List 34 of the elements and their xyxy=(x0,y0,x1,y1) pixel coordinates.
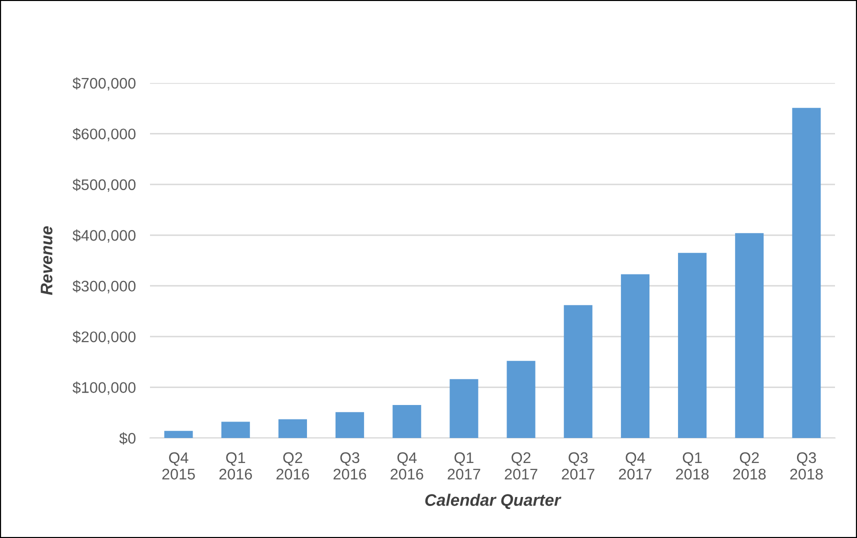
bar xyxy=(221,422,250,438)
y-tick-label: $600,000 xyxy=(72,128,136,142)
bar xyxy=(278,419,307,438)
x-tick-label: Q2 2016 xyxy=(276,452,310,480)
bar xyxy=(564,305,592,438)
x-tick-label: Q2 2018 xyxy=(733,452,766,480)
x-tick-label: Q3 2016 xyxy=(334,452,366,480)
y-tick-label: $500,000 xyxy=(72,178,136,192)
y-tick-label: $100,000 xyxy=(72,382,136,395)
x-tick-label: Q1 2018 xyxy=(676,452,709,480)
bar xyxy=(678,252,707,438)
x-tick-label: Q3 2017 xyxy=(562,452,594,480)
bar xyxy=(506,360,536,438)
y-tick-label: $700,000 xyxy=(72,77,136,90)
y-tick-label: $200,000 xyxy=(72,330,136,344)
bar xyxy=(450,379,478,438)
bar xyxy=(792,108,821,438)
x-tick-label: Q1 2016 xyxy=(219,452,252,480)
bar xyxy=(620,274,650,438)
bar xyxy=(164,430,193,438)
x-tick-label: Q4 2016 xyxy=(390,452,424,480)
x-tick-label: Q4 2017 xyxy=(618,452,652,480)
x-tick-label: Q2 2017 xyxy=(504,452,538,480)
x-axis-title: Calendar Quarter xyxy=(425,494,562,510)
x-tick-label: Q3 2018 xyxy=(790,452,823,480)
x-tick-label: Q4 2015 xyxy=(162,452,195,480)
y-tick-label: $0 xyxy=(119,432,136,445)
y-tick-label: $400,000 xyxy=(72,229,136,243)
bar xyxy=(336,412,364,438)
y-tick-label: $300,000 xyxy=(72,280,136,294)
bar xyxy=(392,405,422,438)
y-axis-title: Revenue xyxy=(40,226,52,295)
bar xyxy=(735,233,764,438)
x-tick-label: Q1 2017 xyxy=(448,452,480,480)
